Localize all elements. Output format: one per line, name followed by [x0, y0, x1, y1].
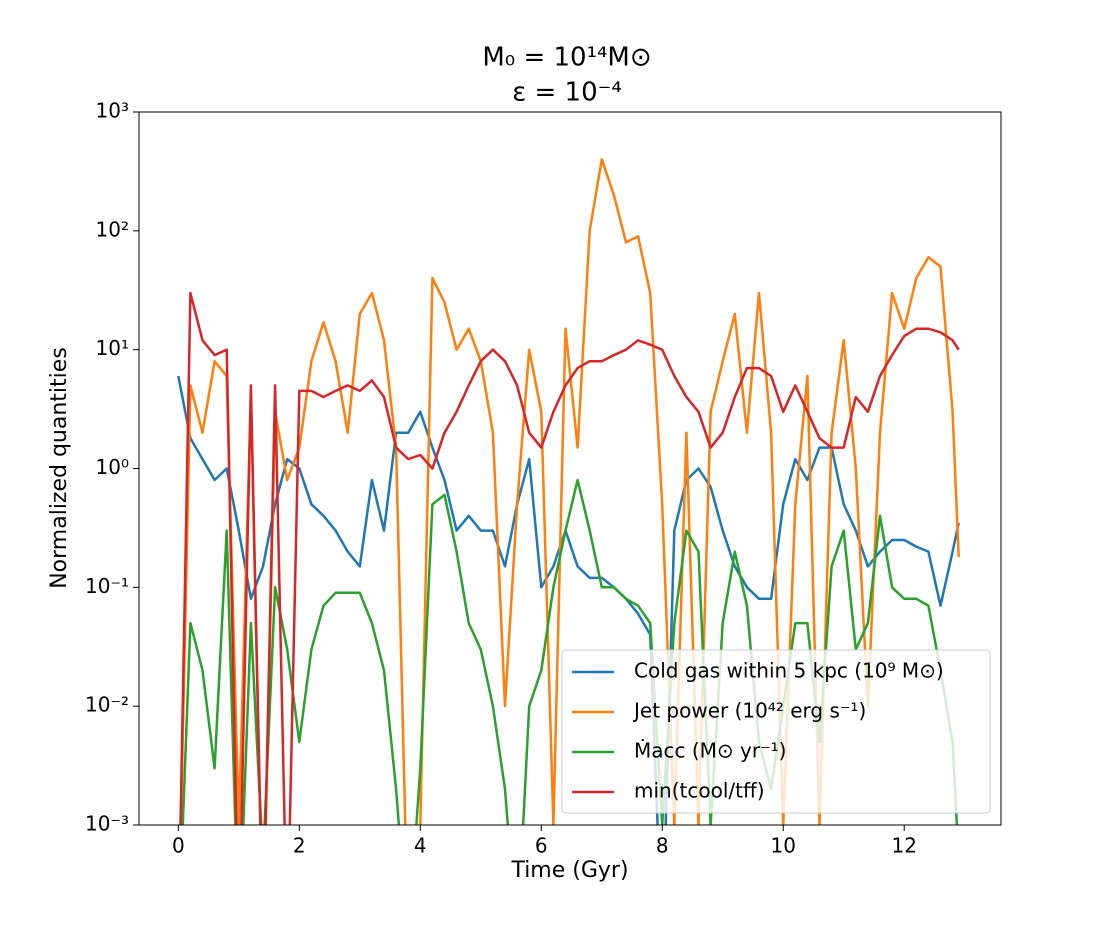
legend-label: min(tcool/tff): [634, 779, 765, 803]
y-tick-label: 10¹: [96, 336, 129, 360]
legend-box: [561, 649, 991, 814]
x-axis-label: Time (Gyr): [510, 858, 628, 883]
plot-area: [177, 158, 960, 825]
y-tick-label: 10⁻¹: [85, 574, 129, 598]
legend-label: Jet power (10⁴² erg s⁻¹): [632, 699, 866, 723]
y-tick-label: 10⁻³: [85, 812, 129, 836]
x-tick-label: 6: [535, 834, 548, 858]
y-tick-label: 10⁰: [96, 455, 129, 479]
x-tick-label: 8: [656, 834, 669, 858]
x-tick-label: 12: [891, 834, 916, 858]
x-tick-label: 4: [414, 834, 427, 858]
x-tick-label: 2: [293, 834, 306, 858]
y-tick-label: 10³: [96, 99, 129, 123]
series-line: [177, 375, 960, 825]
x-tick-label: 0: [172, 834, 185, 858]
x-tick-label: 10: [771, 834, 796, 858]
plot-frame: [138, 111, 1002, 826]
y-tick-label: 10⁻²: [85, 693, 129, 717]
legend-label: Cold gas within 5 kpc (10⁹ M⊙): [634, 659, 944, 683]
series-line: [179, 158, 960, 825]
chart-subtitle: ε = 10⁻⁴: [512, 78, 622, 108]
chart-title: M₀ = 10¹⁴M⊙: [482, 43, 651, 73]
series-line: [179, 291, 960, 825]
y-tick-label: 10²: [96, 217, 129, 241]
series-line: [181, 478, 959, 825]
legend-label: Ṁacc (M⊙ yr⁻¹): [634, 739, 786, 763]
y-axis-label: Normalized quantities: [47, 347, 72, 589]
